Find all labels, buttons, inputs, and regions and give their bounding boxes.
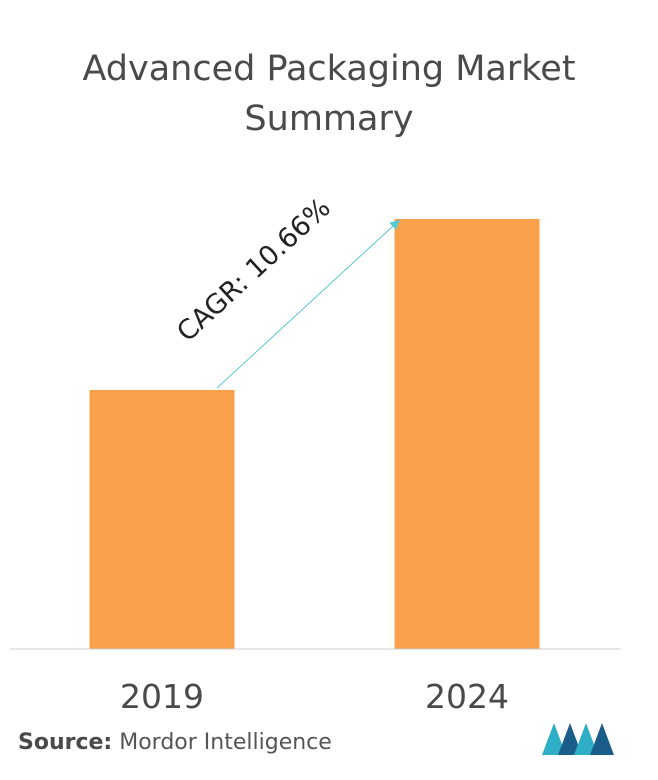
source-label: Source: (18, 730, 113, 755)
cagr-annotation: CAGR: 10.66% (171, 192, 336, 348)
bar-2019 (89, 389, 235, 649)
chart-title-line-1: Advanced Packaging Market (82, 49, 576, 89)
source-note: Source: Mordor Intelligence (18, 730, 332, 755)
x-tick-label-2019: 2019 (120, 677, 204, 716)
chart-title-line-2: Summary (244, 99, 414, 139)
chart-title: Advanced Packaging Market Summary (0, 44, 658, 144)
x-tick-labels: 2019 2024 (120, 677, 509, 716)
mordor-intelligence-logo-icon (542, 723, 614, 755)
cagr-arrow (216, 219, 400, 389)
bar-2024 (394, 219, 540, 649)
bars-group (89, 219, 540, 649)
source-text: Mordor Intelligence (119, 730, 332, 755)
x-tick-label-2024: 2024 (425, 677, 509, 716)
